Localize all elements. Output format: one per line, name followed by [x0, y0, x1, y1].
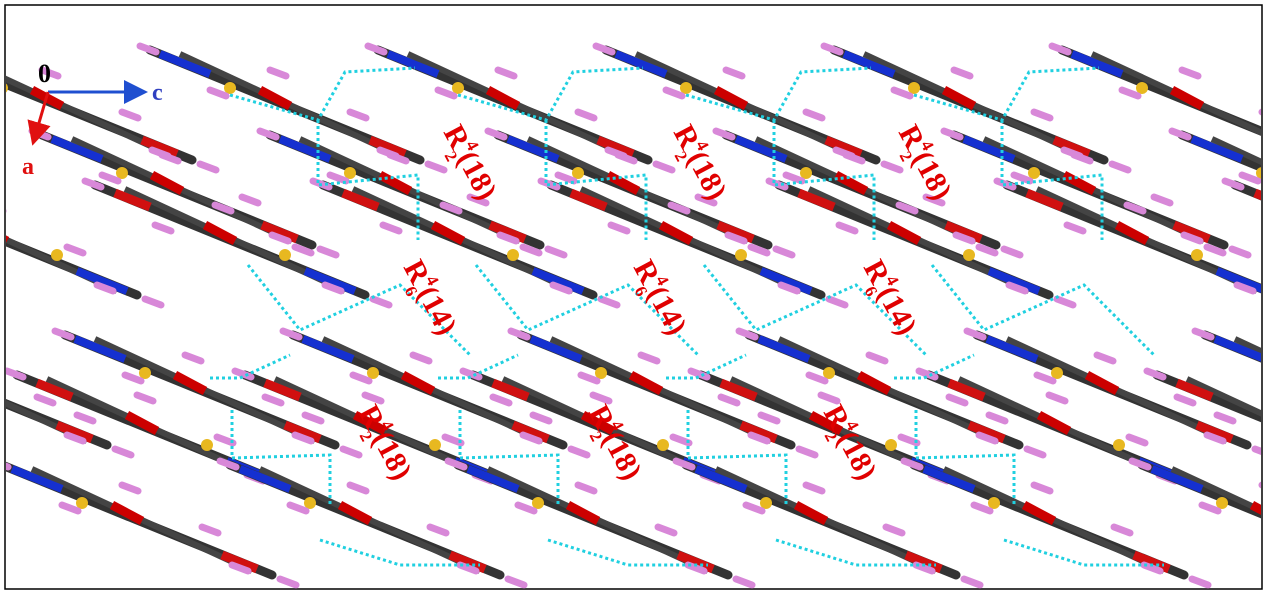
- atom-s: [657, 439, 669, 451]
- atom-s: [1113, 439, 1125, 451]
- atom-s: [279, 249, 291, 261]
- atom-s: [735, 249, 747, 261]
- atom-s: [507, 249, 519, 261]
- a-label: a: [22, 154, 34, 180]
- atom-s: [885, 439, 897, 451]
- atom-h: [0, 205, 3, 211]
- atom-s: [963, 249, 975, 261]
- atom-s: [201, 439, 213, 451]
- c-label: c: [152, 80, 163, 106]
- crystal-packing: 0 c a R42(18)R42(18)R42(18)R46(14)R46(14…: [0, 0, 1267, 592]
- origin-label: 0: [38, 59, 51, 88]
- atom-s: [429, 439, 441, 451]
- atom-s: [51, 249, 63, 261]
- atom-s: [1191, 249, 1203, 261]
